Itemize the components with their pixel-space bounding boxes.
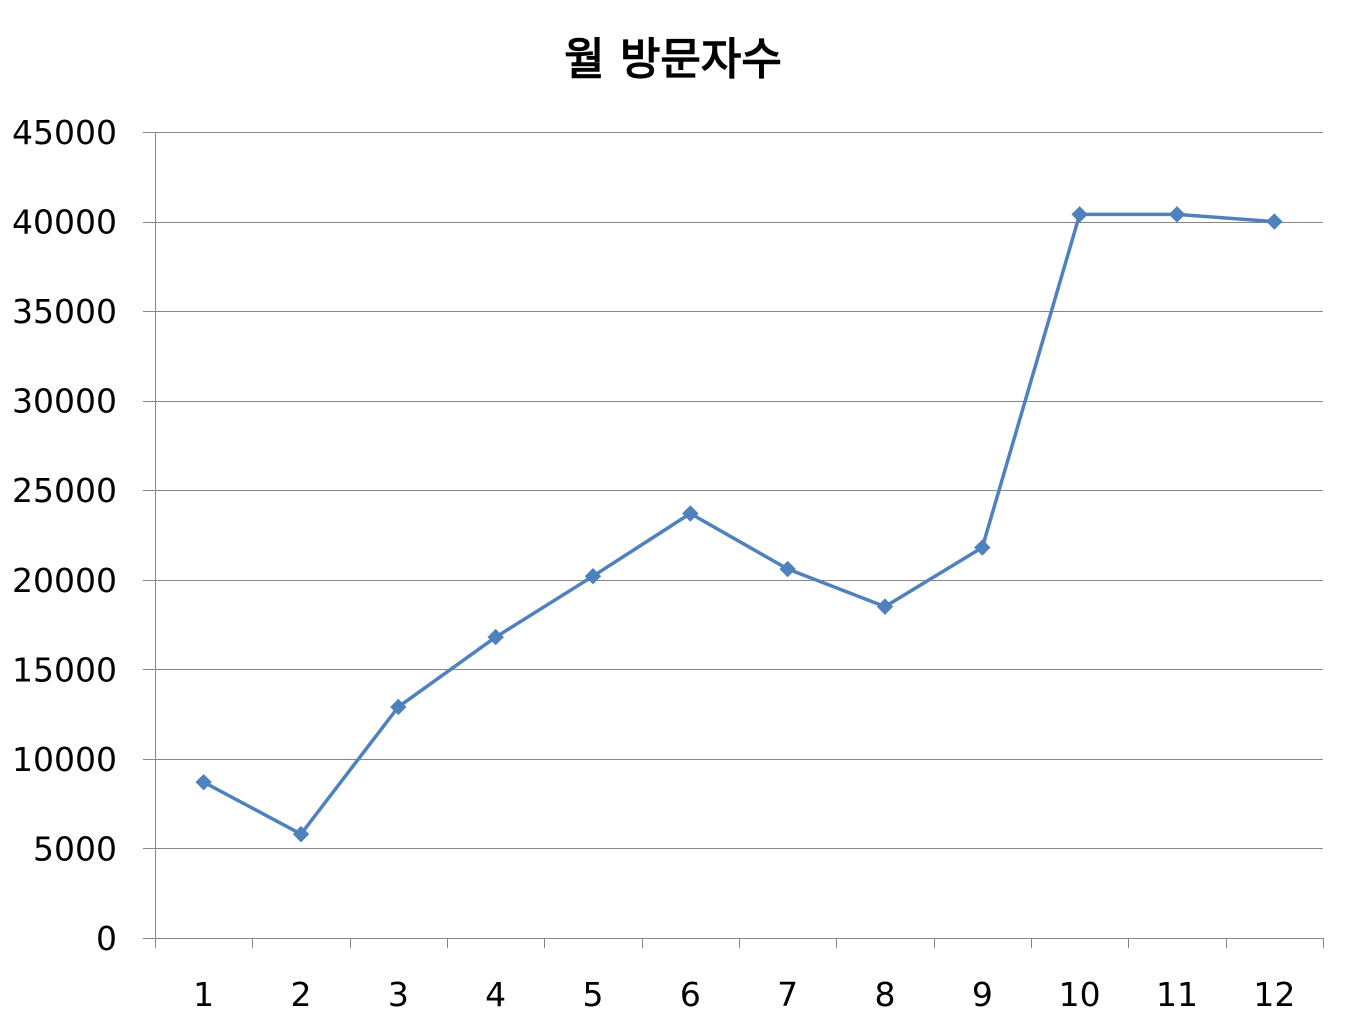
x-tick-label: 11	[1156, 975, 1198, 1014]
y-tick-label: 40000	[12, 203, 117, 242]
x-tick-label: 4	[485, 975, 506, 1014]
series-line	[202, 212, 1275, 836]
data-point-marker	[1071, 206, 1088, 223]
series-group	[195, 206, 1283, 843]
data-point-marker	[195, 773, 212, 791]
y-tick-label: 0	[96, 919, 117, 958]
y-tick-label: 25000	[12, 471, 117, 510]
data-point-marker	[584, 567, 602, 585]
x-tick-label: 8	[875, 975, 896, 1014]
data-point-marker	[390, 698, 407, 716]
y-tick-label: 30000	[12, 382, 117, 421]
chart-title: 월 방문자수	[564, 34, 782, 85]
x-tick-label: 5	[583, 975, 604, 1014]
x-tick-label: 1	[193, 975, 214, 1014]
y-tick-label: 10000	[12, 740, 117, 779]
data-point-marker	[1266, 213, 1283, 230]
y-tick-label: 35000	[12, 292, 117, 331]
data-point-marker	[292, 825, 310, 843]
axes	[143, 132, 1324, 948]
data-point-marker	[1168, 206, 1186, 223]
x-tick-label: 2	[291, 975, 312, 1014]
data-point-marker	[876, 598, 894, 615]
x-tick-label: 6	[680, 975, 701, 1014]
y-tick-label: 5000	[33, 829, 117, 868]
y-tick-label: 20000	[12, 561, 117, 600]
data-point-marker	[487, 628, 504, 646]
y-tick-label: 15000	[12, 650, 117, 689]
x-tick-label: 7	[777, 975, 798, 1014]
x-tick-label: 3	[388, 975, 409, 1014]
data-point-marker	[779, 560, 796, 578]
x-tick-label: 9	[972, 975, 993, 1014]
y-tick-label: 45000	[12, 113, 117, 152]
y-axis-tick-labels: 0 5000 10000 15000 20000 25000 30000 35000 40000…	[12, 113, 117, 958]
gridlines	[143, 132, 1323, 849]
data-point-marker	[974, 539, 991, 556]
data-point-marker	[682, 505, 699, 522]
x-tick-label: 12	[1253, 975, 1295, 1014]
x-axis-tick-labels: 1 2 3 4 5 6 7 8 9 10 11 12	[193, 975, 1295, 1014]
x-tick-label: 10	[1059, 975, 1101, 1014]
